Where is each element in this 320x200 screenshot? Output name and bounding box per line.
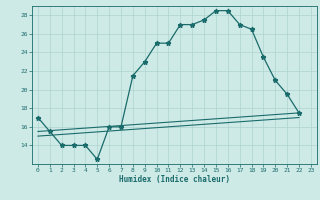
X-axis label: Humidex (Indice chaleur): Humidex (Indice chaleur) bbox=[119, 175, 230, 184]
